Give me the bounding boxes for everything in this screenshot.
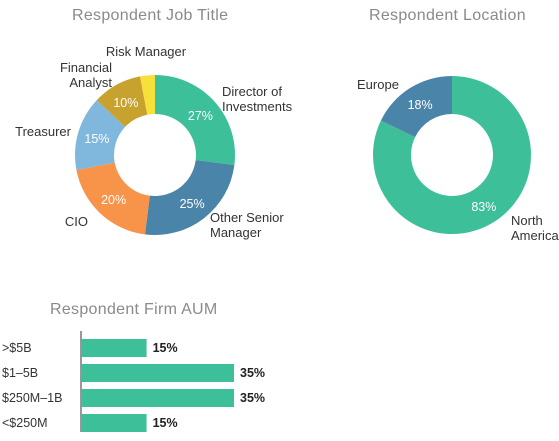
category-label-250m-1b: $250M–1B bbox=[2, 391, 62, 405]
slice-financial-analyst bbox=[96, 76, 148, 127]
category-label-5b: >$5B bbox=[2, 341, 32, 355]
slice-north-america bbox=[373, 76, 531, 234]
location-chart-title: Respondent Location bbox=[369, 7, 526, 24]
slice-label-financial-analyst: Financial Analyst bbox=[60, 60, 112, 90]
value-label-treasurer: 15% bbox=[84, 132, 109, 146]
slice-label-risk-manager: Risk Manager bbox=[106, 44, 187, 59]
bar-5b bbox=[81, 339, 147, 357]
slice-director-of-investments bbox=[155, 75, 236, 166]
slice-risk-manager bbox=[140, 75, 155, 115]
slice-cio bbox=[76, 162, 150, 235]
value-label-cio: 20% bbox=[101, 193, 126, 207]
category-label-1-5b: $1–5B bbox=[2, 366, 38, 380]
bar-1-5b bbox=[81, 364, 234, 382]
job-title-chart-title: Respondent Job Title bbox=[72, 7, 229, 24]
value-label-5b: 15% bbox=[153, 341, 178, 355]
value-label-250m: 15% bbox=[153, 416, 178, 430]
slice-label-director-of-investments: Director of Investments bbox=[222, 84, 293, 114]
value-label-other-senior-manager: 25% bbox=[180, 197, 205, 211]
aum-chart-title: Respondent Firm AUM bbox=[50, 301, 218, 318]
category-label-250m: <$250M bbox=[2, 416, 48, 430]
slice-label-cio: CIO bbox=[65, 214, 88, 229]
bar-250m bbox=[81, 414, 147, 432]
value-label-1-5b: 35% bbox=[240, 366, 265, 380]
slice-label-treasurer: Treasurer bbox=[15, 124, 72, 139]
slice-label-north-america: North America bbox=[511, 213, 559, 243]
bar-250m-1b bbox=[81, 389, 234, 407]
slice-label-other-senior-manager: Other Senior Manager bbox=[210, 210, 284, 240]
slice-label-europe: Europe bbox=[357, 77, 399, 92]
value-label-financial-analyst: 10% bbox=[113, 96, 138, 110]
slice-treasurer bbox=[75, 100, 126, 170]
value-label-europe: 18% bbox=[408, 98, 433, 112]
value-label-north-america: 83% bbox=[471, 200, 496, 214]
value-label-director-of-investments: 27% bbox=[188, 109, 213, 123]
slice-other-senior-manager bbox=[144, 160, 235, 235]
slice-europe bbox=[380, 76, 452, 138]
value-label-250m-1b: 35% bbox=[240, 391, 265, 405]
value-label-risk-manager: 3% bbox=[138, 60, 156, 74]
